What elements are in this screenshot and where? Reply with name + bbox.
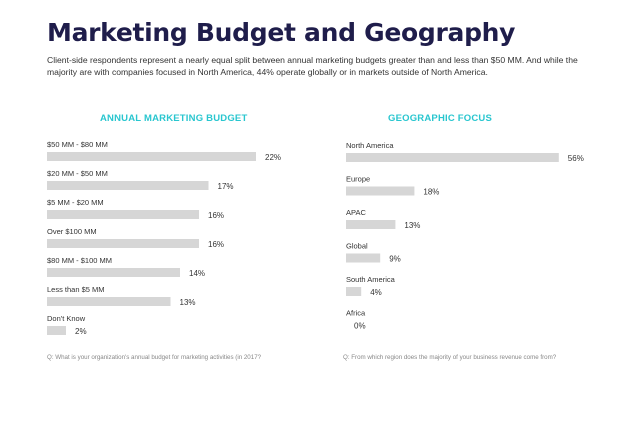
budget-bar: [47, 326, 66, 335]
geo-value-label: 0%: [354, 322, 366, 331]
budget-value-label: 13%: [180, 298, 196, 307]
geo-category-label: Africa: [346, 309, 366, 318]
budget-value-label: 2%: [75, 327, 87, 336]
geography-question-note: Q: From which region does the majority o…: [343, 354, 557, 361]
budget-category-label: Over $100 MM: [47, 227, 97, 236]
budget-bar: [47, 297, 171, 306]
budget-category-label: Don't Know: [47, 314, 86, 323]
budget-bar: [47, 210, 199, 219]
budget-bar: [47, 239, 199, 248]
budget-value-label: 14%: [189, 269, 205, 278]
geo-category-label: South America: [346, 275, 396, 284]
budget-category-label: $80 MM - $100 MM: [47, 256, 112, 265]
geo-category-label: Europe: [346, 175, 370, 184]
geo-value-label: 4%: [370, 288, 382, 297]
budget-bar: [47, 181, 209, 190]
page-title: Marketing Budget and Geography: [47, 18, 516, 47]
geography-chart: North America 56% Europe 18% APAC 13% Global 9%…: [346, 141, 584, 331]
page-subtitle: Client-side respondents represent a near…: [47, 55, 578, 77]
budget-category-label: $5 MM - $20 MM: [47, 198, 104, 207]
budget-chart-title: ANNUAL MARKETING BUDGET: [100, 113, 248, 124]
budget-question-note: Q: What is your organization's annual bu…: [47, 354, 262, 361]
budget-value-label: 22%: [265, 153, 281, 162]
geo-value-label: 56%: [568, 154, 584, 163]
budget-value-label: 17%: [218, 182, 234, 191]
budget-value-label: 16%: [208, 211, 224, 220]
geo-bar: [346, 253, 381, 263]
budget-chart: $50 MM - $80 MM 22% $20 MM - $50 MM 17% $5 M…: [47, 140, 281, 336]
budget-category-label: Less than $5 MM: [47, 285, 105, 294]
geo-value-label: 18%: [423, 188, 439, 197]
geo-value-label: 9%: [389, 255, 401, 264]
geo-category-label: Global: [346, 242, 368, 251]
geo-value-label: 13%: [404, 221, 420, 230]
geography-chart-title: GEOGRAPHIC FOCUS: [388, 113, 493, 124]
geo-category-label: APAC: [346, 208, 366, 217]
budget-value-label: 16%: [208, 240, 224, 249]
geo-bar: [346, 153, 559, 162]
budget-category-label: $50 MM - $80 MM: [47, 140, 108, 149]
budget-category-label: $20 MM - $50 MM: [47, 169, 108, 178]
geo-bar: [346, 287, 362, 296]
geo-bar: [346, 220, 396, 229]
geo-category-label: North America: [346, 141, 394, 150]
geo-bar: [346, 186, 415, 196]
budget-bar: [47, 268, 180, 277]
budget-bar: [47, 152, 256, 161]
